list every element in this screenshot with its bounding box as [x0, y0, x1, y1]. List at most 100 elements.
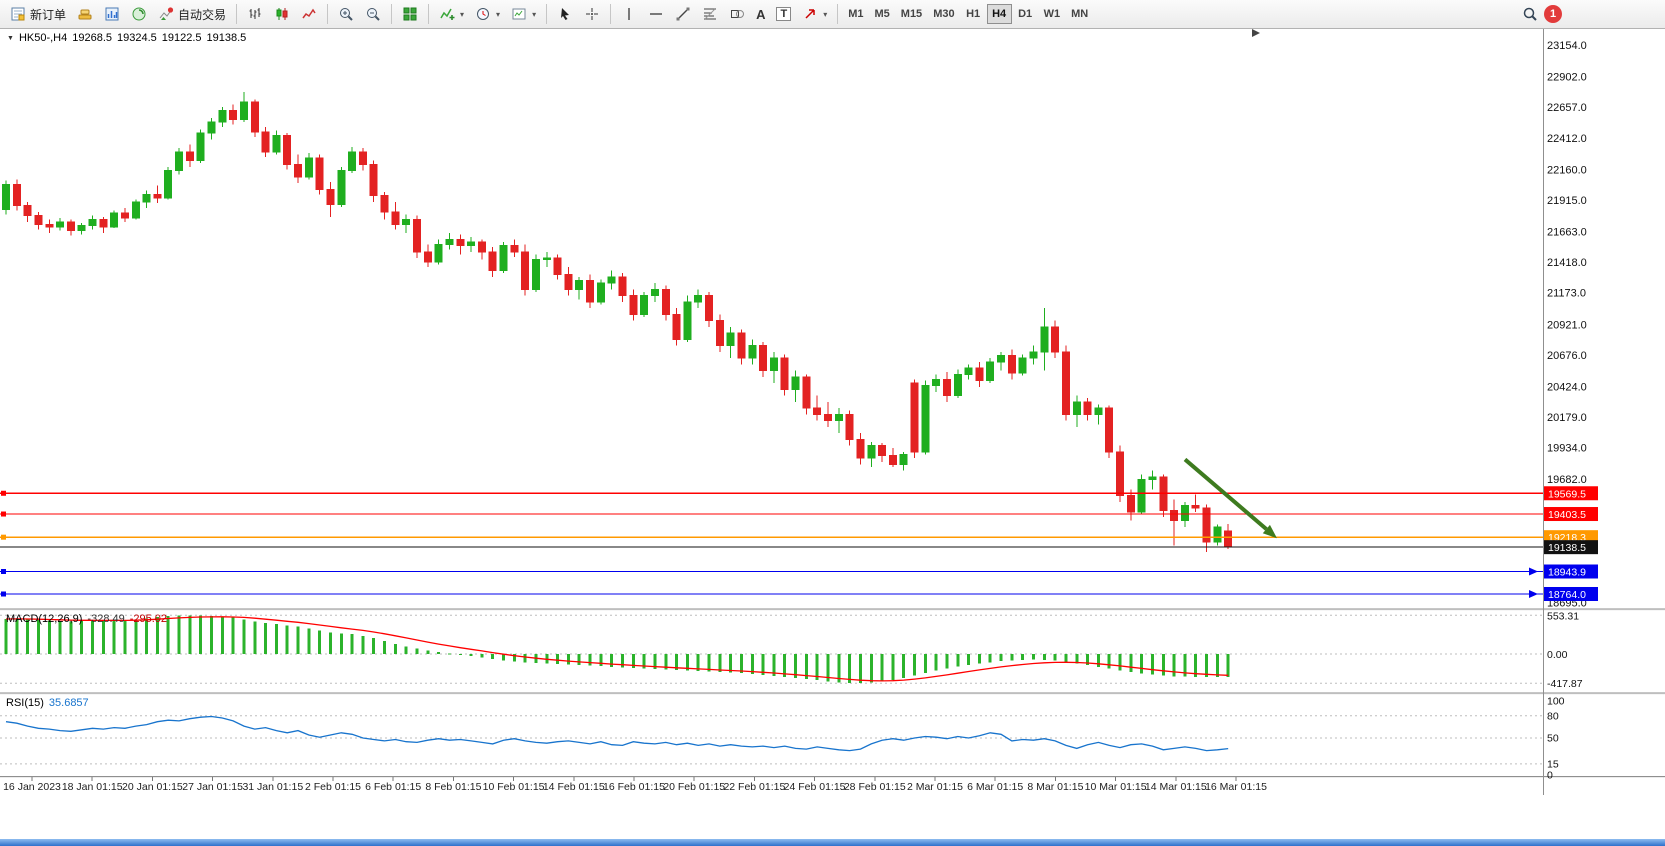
- candle: [997, 351, 1006, 371]
- candle: [780, 354, 789, 396]
- hline-anchor[interactable]: [1, 568, 6, 574]
- search-button[interactable]: [1517, 3, 1543, 25]
- date-label: 20 Jan 01:15: [122, 781, 183, 793]
- search-icon: [1523, 7, 1537, 21]
- cursor-button[interactable]: [552, 3, 578, 25]
- candle: [164, 166, 173, 200]
- candlestick-chart-button[interactable]: [269, 3, 295, 25]
- template-button[interactable]: ▾: [506, 3, 541, 25]
- timeframe-mn[interactable]: MN: [1066, 4, 1093, 24]
- candle: [964, 364, 973, 380]
- market-watch-button[interactable]: [72, 3, 98, 25]
- timeframe-m30[interactable]: M30: [928, 4, 959, 24]
- candle: [607, 270, 616, 290]
- arrow-annotation[interactable]: [1183, 457, 1268, 531]
- timeframe-h1[interactable]: H1: [961, 4, 986, 24]
- date-label: 18 Jan 01:15: [62, 781, 123, 793]
- hline-anchor[interactable]: [1, 490, 6, 496]
- bar-chart-button[interactable]: [242, 3, 268, 25]
- candle: [239, 91, 248, 122]
- candle: [1137, 474, 1146, 515]
- candle: [650, 283, 659, 302]
- timeframe-m15[interactable]: M15: [896, 4, 927, 24]
- zoom-in-icon: [340, 8, 353, 21]
- timeframe-w1[interactable]: W1: [1039, 4, 1066, 24]
- candle: [553, 254, 562, 280]
- trendline-button[interactable]: [670, 3, 696, 25]
- vertical-line-button[interactable]: [616, 3, 642, 25]
- candle: [1148, 470, 1157, 490]
- timeframe-h4[interactable]: H4: [986, 4, 1012, 24]
- candle: [1202, 504, 1211, 552]
- shapes-button[interactable]: [724, 3, 750, 25]
- candlestick-series: [2, 91, 1233, 552]
- timeframe-d1[interactable]: D1: [1013, 4, 1038, 24]
- arrow-tool-icon: [805, 9, 815, 19]
- notification-badge[interactable]: 1: [1544, 5, 1562, 23]
- indicators-button[interactable]: ▾: [434, 3, 469, 25]
- toolbar-separator: [837, 4, 839, 24]
- date-label: 20 Feb 01:15: [663, 781, 725, 793]
- candle: [153, 185, 162, 204]
- zoom-out-button[interactable]: [360, 3, 386, 25]
- candle: [45, 219, 54, 234]
- hline-anchor[interactable]: [1, 511, 6, 517]
- candle: [1007, 349, 1016, 380]
- text-tool-button[interactable]: A: [751, 3, 770, 25]
- candle: [899, 451, 908, 471]
- timeframe-m5[interactable]: M5: [870, 4, 895, 24]
- candle: [672, 308, 681, 346]
- crosshair-button[interactable]: [579, 3, 605, 25]
- candle: [207, 118, 216, 140]
- candle: [715, 314, 724, 352]
- line-chart-button[interactable]: [296, 3, 322, 25]
- candle: [824, 401, 832, 427]
- candle: [1040, 308, 1049, 371]
- arrow-annotation-head[interactable]: [1262, 524, 1277, 539]
- macd-signal-value: -295.02: [129, 613, 168, 625]
- horizontal-line-button[interactable]: [643, 3, 669, 25]
- macd-label: MACD(12,26,9) -328.49 -295.02: [6, 613, 167, 625]
- timeframe-m1[interactable]: M1: [843, 4, 868, 24]
- arrows-button[interactable]: ▾: [797, 3, 832, 25]
- candle: [488, 246, 497, 277]
- tile-windows-button[interactable]: [397, 3, 423, 25]
- date-label: 14 Mar 01:15: [1145, 781, 1207, 793]
- price-axis[interactable]: [1543, 28, 1665, 795]
- label-tool-button[interactable]: T: [771, 3, 796, 25]
- candle: [694, 289, 703, 309]
- dropdown-caret-icon: ▾: [532, 9, 537, 19]
- chart-shift-marker[interactable]: [1252, 29, 1260, 37]
- template-icon: [512, 8, 526, 20]
- hline-price-badge: [1544, 507, 1598, 522]
- rsi-axis-label: 0: [1547, 770, 1553, 782]
- time-axis[interactable]: [0, 777, 1543, 795]
- auto-trading-button[interactable]: 自动交易: [153, 3, 231, 25]
- date-label: 31 Jan 01:15: [242, 781, 303, 793]
- hline-anchor[interactable]: [1, 534, 6, 540]
- period-button[interactable]: ▾: [470, 3, 505, 25]
- macd-name: MACD(12,26,9): [6, 613, 83, 625]
- candle: [748, 339, 757, 365]
- zoom-in-button[interactable]: [333, 3, 359, 25]
- date-label: 16 Jan 2023: [3, 781, 61, 793]
- toolbar-separator: [428, 4, 430, 24]
- new-order-icon: [11, 7, 25, 21]
- symbol-menu-caret[interactable]: ▼: [7, 34, 14, 42]
- candle: [910, 379, 919, 459]
- crosshair-icon: [586, 8, 599, 20]
- new-order-button[interactable]: 新订单: [5, 3, 71, 25]
- macd-histogram: [4, 615, 1230, 684]
- candle: [1116, 445, 1125, 502]
- fibonacci-button[interactable]: [697, 3, 723, 25]
- navigator-button[interactable]: [126, 3, 152, 25]
- label-tool-icon: T: [776, 7, 792, 21]
- hline-anchor[interactable]: [1, 591, 6, 597]
- data-window-button[interactable]: [99, 3, 125, 25]
- candle: [131, 199, 140, 220]
- macd-main-value: -328.49: [87, 613, 125, 625]
- candle: [986, 358, 995, 384]
- price-axis-label: 20424.0: [1547, 381, 1587, 393]
- macd-axis-label: 0.00: [1547, 649, 1568, 661]
